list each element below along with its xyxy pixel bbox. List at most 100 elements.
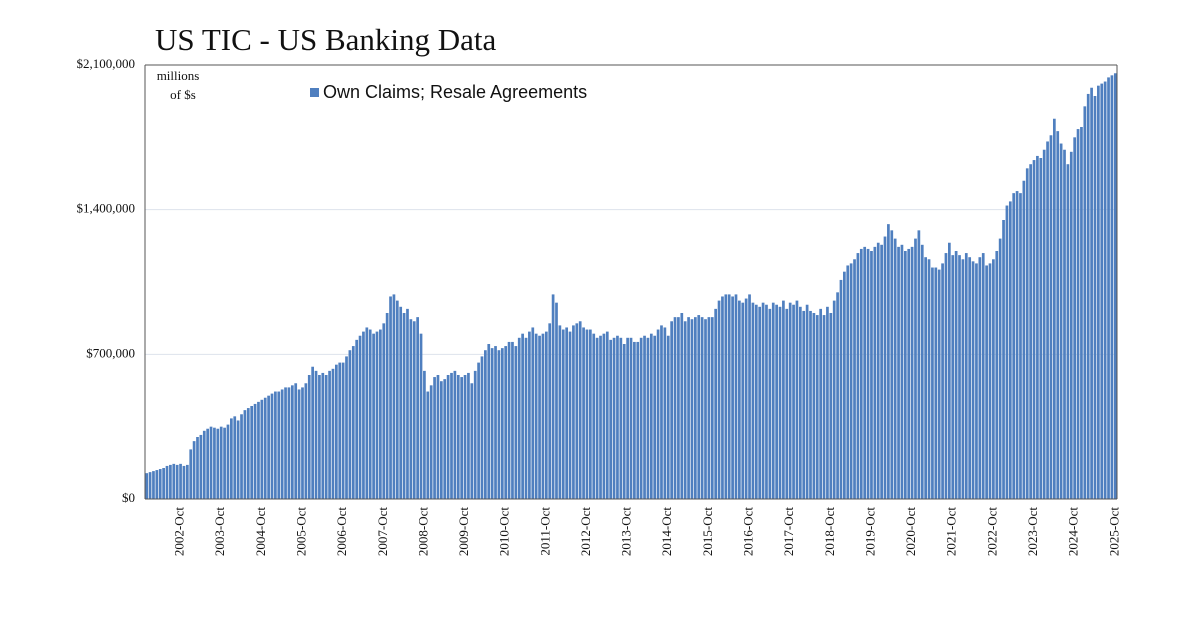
bar <box>558 325 562 499</box>
bar <box>419 333 423 499</box>
bar <box>1080 127 1083 499</box>
x-tick-label: 2007-Oct <box>375 507 390 556</box>
bar <box>1052 118 1056 499</box>
bar <box>893 238 897 499</box>
bar <box>622 344 626 499</box>
bar <box>951 255 955 499</box>
bar <box>710 317 714 499</box>
bar <box>301 387 304 499</box>
bar <box>324 375 328 499</box>
bar <box>382 323 386 499</box>
y-tick-label: $2,100,000 <box>77 56 136 71</box>
x-tick-label: 2011-Oct <box>537 507 552 556</box>
legend-swatch <box>310 88 319 97</box>
x-tick-label: 2008-Oct <box>415 507 430 556</box>
bar <box>589 329 592 499</box>
bar <box>169 464 172 499</box>
bar <box>612 337 616 499</box>
bar <box>355 339 359 499</box>
bar <box>897 246 900 499</box>
bar <box>836 292 839 499</box>
bar <box>439 381 443 499</box>
bar <box>880 244 883 499</box>
bar <box>226 424 230 499</box>
bar <box>1002 220 1005 499</box>
bar <box>280 389 284 499</box>
bar <box>663 327 667 499</box>
bar <box>785 308 789 499</box>
bar <box>196 437 199 499</box>
bar <box>937 269 941 499</box>
bar <box>426 391 430 499</box>
bar <box>646 337 650 499</box>
bar <box>216 428 220 499</box>
bar <box>1019 193 1022 499</box>
x-tick-label: 2009-Oct <box>456 507 471 556</box>
bar <box>998 238 1002 499</box>
bar <box>199 434 203 499</box>
bar <box>859 248 863 499</box>
bar <box>385 313 389 499</box>
x-tick-label: 2024-Oct <box>1066 507 1081 556</box>
bar <box>1073 137 1077 500</box>
bar <box>467 372 470 499</box>
bar <box>988 263 992 499</box>
x-tick-label: 2014-Oct <box>659 507 674 556</box>
bar <box>812 313 816 499</box>
bar <box>992 259 995 499</box>
bar <box>409 319 413 499</box>
bar <box>995 251 999 499</box>
bar <box>961 259 965 499</box>
bar <box>1015 191 1019 500</box>
bar <box>561 329 565 499</box>
bar <box>802 310 806 499</box>
bar <box>731 296 734 499</box>
bar <box>497 350 501 499</box>
bar <box>782 300 785 499</box>
bar <box>246 408 250 499</box>
bar <box>544 331 548 499</box>
bar <box>748 294 751 499</box>
bar <box>348 350 352 499</box>
bar <box>158 469 162 499</box>
bar <box>883 236 887 500</box>
bar <box>985 265 988 499</box>
bar <box>338 362 342 499</box>
bar <box>578 321 582 499</box>
bar <box>524 337 528 499</box>
x-tick-label: 2012-Oct <box>578 507 593 556</box>
bar <box>1086 93 1090 499</box>
bar <box>392 294 396 499</box>
bar <box>1022 180 1026 499</box>
bar <box>778 306 782 499</box>
bar <box>1049 135 1053 499</box>
bar <box>914 238 917 499</box>
bar <box>653 335 657 499</box>
bar <box>595 337 599 499</box>
bar <box>707 317 711 499</box>
bar <box>677 317 680 499</box>
bar <box>697 315 701 499</box>
bar <box>514 346 518 499</box>
bar <box>213 427 216 499</box>
bar <box>236 420 240 499</box>
bar <box>843 271 846 499</box>
bar <box>619 337 623 499</box>
bar <box>1032 160 1036 500</box>
bar <box>423 370 426 499</box>
bar <box>639 337 643 499</box>
bar <box>490 348 494 499</box>
bar <box>765 304 768 499</box>
x-tick-label: 2025-Oct <box>1106 507 1121 556</box>
bar <box>368 329 372 499</box>
bar <box>958 255 961 499</box>
bar <box>582 327 585 499</box>
bar <box>365 327 369 499</box>
bar <box>345 356 348 499</box>
bar <box>287 387 291 499</box>
bar <box>798 306 802 499</box>
bar <box>954 251 958 499</box>
bar <box>744 298 748 499</box>
bar <box>240 414 243 499</box>
bar <box>1097 85 1100 500</box>
